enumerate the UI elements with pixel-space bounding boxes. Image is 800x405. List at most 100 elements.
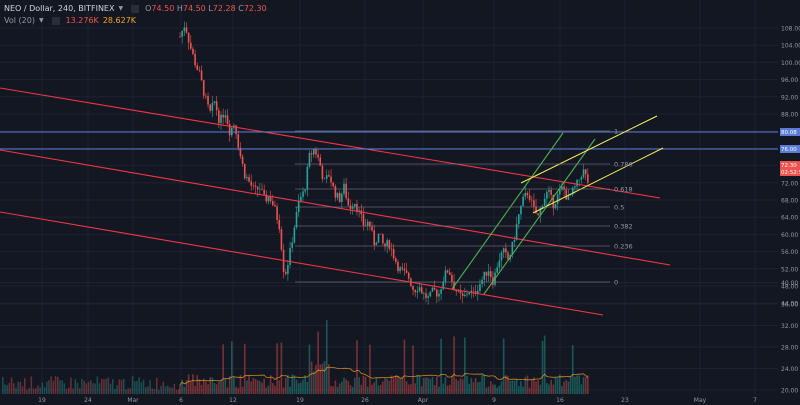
volume-dropdown-icon[interactable]: ▼ [38,17,44,24]
volume-bar [528,387,531,394]
volume-bar [315,365,317,394]
volume-bar [459,378,462,394]
candle-body [218,110,220,124]
candle-body [291,242,294,248]
candle-body [209,104,212,111]
volume-bar [15,387,17,394]
price-tag [780,168,800,176]
x-tick-label: Apr [418,397,429,404]
red-channel-upper[interactable] [0,87,661,199]
volume-bar [28,387,30,394]
volume-bar [41,382,44,394]
candle-body [382,234,384,244]
volume-bar [48,380,50,394]
volume-bar [526,375,529,394]
ohlc-color-icon [131,5,140,13]
candle-body [259,188,261,190]
candle-body [550,189,552,195]
candle-body [377,233,380,243]
candle-body [179,36,181,38]
volume-bar [228,376,231,394]
volume-bar [173,383,176,394]
candle-body [185,27,188,33]
y-tick-label: 88.00 [781,112,798,119]
volume-bars [2,320,589,394]
yellow-channel-lower[interactable] [532,147,664,214]
chart-legend: NEO / Dollar, 240, BITFINEX ▼ O74.50 H74… [4,3,267,27]
volume-bar [68,387,70,394]
volume-bar [392,376,395,394]
volume-bar [237,387,240,394]
candle-body [390,248,393,250]
green-channel-left[interactable] [451,132,564,290]
candle-body [546,191,548,199]
fib-retracement[interactable]: 1 0.786 0.618 0.5 0.382 0.236 0 [295,128,633,287]
volume-bar [280,342,283,394]
candle-body [412,286,414,290]
candle-body [548,189,550,192]
candles [179,21,589,305]
volume-bar [435,376,438,394]
candle-body [371,226,373,231]
volume-bar [90,380,92,394]
volume-bar [278,380,281,394]
volume-bar [308,344,311,394]
candle-body [222,114,224,118]
symbol-dropdown-icon[interactable]: ▼ [118,5,124,12]
volume-bar [147,386,149,394]
volume-bar [438,386,440,394]
candle-body [345,183,347,199]
volume-bar [433,385,436,394]
red-channel-lower[interactable] [0,211,604,316]
volume-bar [494,384,496,394]
candle-body [220,114,222,124]
volume-bar [349,385,352,394]
candle-body [407,272,410,279]
volume-bar [198,379,201,394]
green-channel-right[interactable] [483,138,596,295]
volume-bar [181,379,183,394]
candle-body [569,194,572,196]
volume-bar [289,386,291,394]
candle-body [533,200,535,207]
candle-body [369,221,371,227]
candle-body [464,294,466,297]
volume-bar [576,375,578,394]
y-tick-label: 96.00 [781,77,798,84]
candle-body [485,271,488,276]
volume-bar [362,375,365,394]
volume-bar [530,379,533,394]
volume-bar [453,336,455,394]
y-tick-label: 32.00 [781,323,798,330]
x-axis-panel[interactable] [0,394,800,405]
candle-body [414,289,417,293]
candle-body [526,192,529,196]
volume-bar [6,384,8,394]
candle-body [435,289,438,297]
candle-body [278,219,281,230]
volume-bar [160,385,162,394]
x-tick-label: May [694,397,707,404]
candle-body [263,189,265,195]
candle-body [487,271,490,276]
candle-body [276,206,278,220]
volume-bar [377,385,380,394]
y-axis-panel[interactable] [780,0,800,405]
candle-body [196,65,199,70]
volume-bar [123,378,125,394]
volume-bar [274,385,276,394]
yellow-channel-upper[interactable] [520,115,658,184]
symbol-title[interactable]: NEO / Dollar, 240, BITFINEX [4,4,115,13]
volume-indicator-label[interactable]: Vol (20) [4,16,35,25]
candle-body [181,30,183,37]
drawings[interactable] [0,87,778,316]
volume-bar [175,389,178,394]
candle-body [522,196,524,206]
candle-body [397,261,399,272]
x-tick-label: 19 [296,397,304,404]
y-tick-label: 36.00 [781,302,798,309]
volume-bar [563,381,565,394]
candle-body [248,177,250,182]
